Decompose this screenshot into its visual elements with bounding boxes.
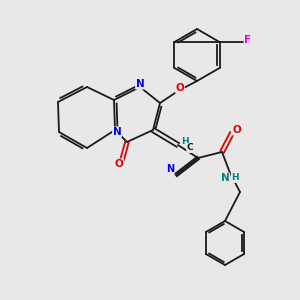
Text: N: N <box>112 127 122 137</box>
Text: O: O <box>232 125 242 135</box>
Text: N: N <box>136 79 144 89</box>
Text: H: H <box>231 173 239 182</box>
Text: C: C <box>187 143 193 152</box>
Text: H: H <box>181 136 189 146</box>
Text: N: N <box>166 164 174 174</box>
Text: O: O <box>176 83 184 93</box>
Text: N: N <box>220 173 230 183</box>
Text: F: F <box>244 35 252 45</box>
Text: O: O <box>115 159 123 169</box>
